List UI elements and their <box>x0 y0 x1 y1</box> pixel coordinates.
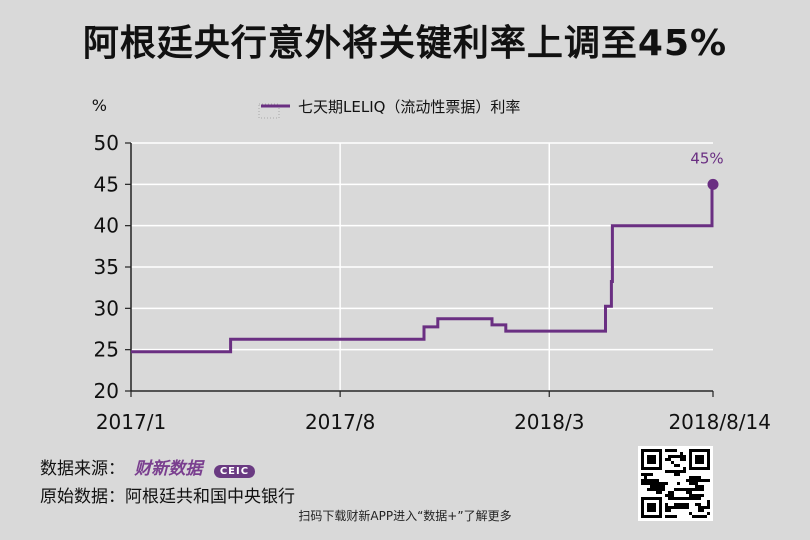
caixin-data-logo-text: 财新数据 <box>134 459 203 479</box>
data-source-row: 数据来源： 财新数据 CEIC <box>40 454 256 479</box>
x-tick-label: 2017/1 <box>96 410 166 434</box>
original-source-label: 原始数据： <box>40 487 125 507</box>
y-tick-label: 35 <box>94 255 119 279</box>
y-tick-label: 50 <box>94 131 119 155</box>
y-axis-unit-label: % <box>92 96 107 115</box>
scan-caption: 扫码下载财新APP进入“数据+”了解更多 <box>298 509 512 523</box>
page-title: 阿根廷央行意外将关键利率上调至45% <box>82 23 728 64</box>
y-tick-label: 40 <box>94 214 119 238</box>
original-source-row: 原始数据：阿根廷共和国中央银行 <box>40 482 295 507</box>
data-source-label: 数据来源： <box>40 459 125 479</box>
end-point-marker <box>707 178 719 190</box>
y-tick-label: 25 <box>94 338 119 362</box>
ceic-logo: CEIC <box>213 459 256 479</box>
end-point-label: 45% <box>690 149 723 167</box>
ceic-logo-text: CEIC <box>213 465 256 478</box>
y-tick-label: 45 <box>94 172 119 196</box>
qr-code-image <box>638 446 713 521</box>
y-tick-label: 30 <box>94 296 119 320</box>
x-tick-label: 2018/3 <box>514 410 584 434</box>
x-tick-label: 2017/8 <box>305 410 375 434</box>
y-tick-label: 20 <box>94 379 119 403</box>
original-source-value: 阿根廷共和国中央银行 <box>125 487 295 507</box>
legend-swatch-frame <box>258 103 280 119</box>
caixin-data-logo: 财新数据 <box>134 454 202 479</box>
legend-label: 七天期LELIQ（流动性票据）利率 <box>298 98 520 116</box>
series-line <box>131 182 714 354</box>
x-tick-label: 2018/8/14 <box>668 410 771 434</box>
